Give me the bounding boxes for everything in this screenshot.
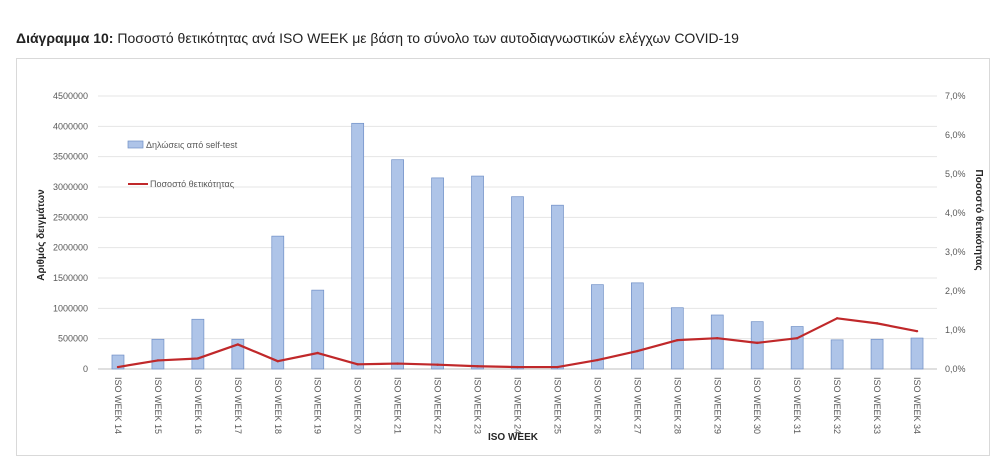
bar bbox=[910, 337, 924, 370]
legend-bar-swatch bbox=[127, 140, 144, 149]
legend-line-label: Ποσοστό θετικότητας bbox=[150, 179, 235, 189]
x-tick-label: ISO WEEK 31 bbox=[792, 377, 802, 434]
bar bbox=[471, 175, 484, 370]
y2-tick-label: 2,0% bbox=[945, 286, 966, 296]
x-tick-label: ISO WEEK 19 bbox=[313, 377, 323, 434]
y-tick-label: 500000 bbox=[58, 334, 88, 344]
bar bbox=[591, 284, 604, 370]
y-tick-label: 4000000 bbox=[53, 121, 88, 131]
line-point bbox=[915, 329, 919, 333]
bar bbox=[151, 338, 165, 370]
line-point bbox=[196, 357, 200, 360]
y-tick-label: 0 bbox=[83, 364, 88, 374]
line-point bbox=[116, 365, 120, 369]
line-point bbox=[476, 365, 479, 368]
x-tick-label: ISO WEEK 33 bbox=[872, 377, 882, 434]
line-point bbox=[756, 341, 759, 345]
line-point bbox=[556, 365, 559, 369]
bar bbox=[351, 122, 365, 370]
y2-tick-label: 3,0% bbox=[945, 247, 966, 257]
line-point bbox=[436, 363, 439, 366]
bar bbox=[790, 326, 804, 370]
y2-tick-label: 6,0% bbox=[945, 130, 966, 140]
line-point bbox=[156, 359, 160, 362]
bar bbox=[311, 289, 325, 370]
legend-bar-label: Δηλώσεις από self-test bbox=[146, 140, 238, 150]
line-point bbox=[636, 349, 639, 353]
bar-series bbox=[111, 122, 924, 370]
line-point bbox=[356, 363, 359, 366]
y2-tick-label: 5,0% bbox=[945, 169, 966, 179]
x-tick-label: ISO WEEK 25 bbox=[552, 377, 562, 434]
bar bbox=[670, 307, 684, 370]
bar bbox=[511, 196, 524, 370]
line-point bbox=[676, 338, 679, 342]
x-tick-label: ISO WEEK 27 bbox=[632, 377, 642, 434]
x-tick-label: ISO WEEK 21 bbox=[393, 377, 403, 434]
bar bbox=[271, 235, 285, 370]
left-axis-ticks: 0 500000 1000000 1500000 2000000 2500000 30000… bbox=[53, 91, 88, 374]
x-tick-label: ISO WEEK 17 bbox=[233, 377, 243, 434]
bar bbox=[710, 314, 724, 370]
bar bbox=[870, 338, 884, 370]
x-tick-label: ISO WEEK 16 bbox=[193, 377, 203, 434]
x-tick-label: ISO WEEK 32 bbox=[832, 377, 842, 434]
x-tick-label: ISO WEEK 26 bbox=[592, 377, 602, 434]
x-tick-label: ISO WEEK 20 bbox=[353, 377, 363, 434]
bar bbox=[391, 159, 404, 370]
y-tick-label: 1500000 bbox=[53, 273, 88, 283]
line-point bbox=[396, 362, 399, 365]
y2-axis-label: Ποσοστό θετικότητας bbox=[973, 169, 984, 270]
bar bbox=[830, 339, 844, 370]
line-point bbox=[596, 358, 599, 362]
line-point bbox=[716, 336, 719, 340]
chart-title-text: Ποσοστό θετικότητας ανά ISO WEEK με βάση… bbox=[117, 30, 739, 46]
chart-title-lead: Διάγραμμα 10: bbox=[16, 30, 114, 46]
y-tick-label: 4500000 bbox=[53, 91, 88, 101]
chart-title: Διάγραμμα 10: Ποσοστό θετικότητας ανά IS… bbox=[16, 30, 739, 46]
line-point bbox=[276, 360, 279, 363]
line-series bbox=[116, 317, 919, 369]
bar bbox=[631, 282, 644, 370]
x-tick-label: ISO WEEK 29 bbox=[712, 377, 722, 434]
right-axis-ticks: 0,0% 1,0% 2,0% 3,0% 4,0% 5,0% 6,0% 7,0% bbox=[945, 91, 966, 374]
x-tick-label: ISO WEEK 18 bbox=[273, 377, 283, 434]
y-tick-label: 2000000 bbox=[53, 243, 88, 253]
line-point bbox=[795, 336, 799, 340]
x-tick-label: ISO WEEK 24 bbox=[513, 377, 523, 434]
y2-tick-label: 1,0% bbox=[945, 325, 966, 335]
y2-tick-label: 7,0% bbox=[945, 91, 966, 101]
x-tick-label: ISO WEEK 34 bbox=[912, 377, 922, 434]
y-tick-label: 2500000 bbox=[53, 212, 88, 222]
y-tick-label: 1000000 bbox=[53, 303, 88, 313]
line-point bbox=[835, 317, 839, 320]
line-point bbox=[875, 322, 879, 325]
x-tick-label: ISO WEEK 28 bbox=[672, 377, 682, 434]
bar bbox=[551, 204, 564, 370]
legend: Δηλώσεις από self-test Ποσοστό θετικότητ… bbox=[127, 140, 238, 189]
chart-frame bbox=[16, 58, 990, 456]
y2-tick-label: 4,0% bbox=[945, 208, 966, 218]
x-tick-label: ISO WEEK 23 bbox=[473, 377, 483, 434]
x-tick-label: ISO WEEK 30 bbox=[752, 377, 762, 434]
y-axis-label: Αριθμός δειγμάτων bbox=[36, 189, 47, 281]
bar bbox=[750, 321, 764, 370]
x-tick-label: ISO WEEK 14 bbox=[113, 377, 123, 434]
bar bbox=[191, 318, 205, 370]
x-axis-label: ISO WEEK bbox=[488, 432, 539, 443]
y-tick-label: 3500000 bbox=[53, 152, 88, 162]
bar bbox=[431, 177, 444, 370]
line-point bbox=[316, 351, 319, 355]
x-tick-label: ISO WEEK 15 bbox=[153, 377, 163, 434]
line-point bbox=[236, 343, 240, 346]
line-point bbox=[516, 365, 519, 369]
x-axis-ticks: ISO WEEK 14 ISO WEEK 15 ISO WEEK 16 ISO WEE… bbox=[113, 377, 922, 434]
x-tick-label: ISO WEEK 22 bbox=[433, 377, 443, 434]
y-tick-label: 3000000 bbox=[53, 182, 88, 192]
y2-tick-label: 0,0% bbox=[945, 364, 966, 374]
